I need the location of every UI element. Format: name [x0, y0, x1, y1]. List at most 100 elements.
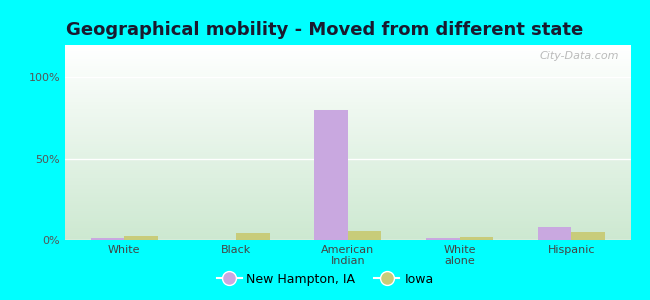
- Bar: [571, 232, 604, 240]
- Bar: [65, 88, 630, 90]
- Bar: [65, 98, 630, 100]
- Bar: [65, 66, 630, 68]
- Bar: [65, 105, 630, 107]
- Bar: [65, 51, 630, 53]
- Bar: [91, 238, 124, 240]
- Bar: [65, 232, 630, 234]
- Bar: [65, 80, 630, 82]
- Bar: [65, 211, 630, 213]
- Bar: [65, 101, 630, 103]
- Bar: [65, 72, 630, 74]
- Bar: [65, 160, 630, 162]
- Bar: [65, 135, 630, 137]
- Bar: [65, 111, 630, 113]
- Bar: [65, 220, 630, 223]
- Bar: [65, 185, 630, 187]
- Text: Geographical mobility - Moved from different state: Geographical mobility - Moved from diffe…: [66, 21, 584, 39]
- Bar: [65, 152, 630, 154]
- Bar: [65, 164, 630, 166]
- Bar: [65, 176, 630, 178]
- Bar: [65, 170, 630, 172]
- Bar: [65, 162, 630, 164]
- Bar: [65, 199, 630, 201]
- Bar: [65, 92, 630, 94]
- Bar: [65, 148, 630, 150]
- Text: City-Data.com: City-Data.com: [540, 51, 619, 61]
- Bar: [65, 103, 630, 105]
- Bar: [65, 215, 630, 217]
- Bar: [65, 57, 630, 59]
- Bar: [65, 191, 630, 193]
- Bar: [65, 113, 630, 115]
- Bar: [65, 213, 630, 215]
- Bar: [65, 117, 630, 119]
- Bar: [65, 234, 630, 236]
- Bar: [65, 49, 630, 51]
- Bar: [65, 58, 630, 61]
- Bar: [65, 115, 630, 117]
- Bar: [65, 70, 630, 72]
- Bar: [65, 84, 630, 86]
- Bar: [65, 47, 630, 49]
- Bar: [65, 230, 630, 232]
- Bar: [65, 64, 630, 66]
- Bar: [65, 203, 630, 205]
- Bar: [65, 238, 630, 240]
- Bar: [65, 217, 630, 218]
- Bar: [65, 146, 630, 148]
- Bar: [65, 140, 630, 142]
- Bar: [65, 133, 630, 135]
- Bar: [65, 168, 630, 170]
- Bar: [65, 68, 630, 70]
- Bar: [65, 197, 630, 199]
- Bar: [65, 226, 630, 228]
- Bar: [124, 236, 158, 240]
- Bar: [65, 150, 630, 152]
- Bar: [65, 142, 630, 144]
- Bar: [65, 209, 630, 211]
- Bar: [65, 100, 630, 101]
- Bar: [65, 136, 630, 139]
- Bar: [65, 131, 630, 133]
- Bar: [65, 189, 630, 191]
- Bar: [65, 94, 630, 96]
- Bar: [65, 129, 630, 131]
- Bar: [65, 172, 630, 174]
- Bar: [65, 123, 630, 125]
- Bar: [65, 61, 630, 62]
- Bar: [65, 74, 630, 76]
- Bar: [65, 158, 630, 160]
- Bar: [65, 55, 630, 57]
- Bar: [65, 187, 630, 189]
- Bar: [65, 182, 630, 183]
- Bar: [65, 53, 630, 55]
- Bar: [65, 76, 630, 78]
- Bar: [65, 179, 630, 182]
- Bar: [65, 62, 630, 64]
- Bar: [65, 183, 630, 185]
- Bar: [65, 156, 630, 158]
- Bar: [65, 195, 630, 197]
- Bar: [65, 228, 630, 230]
- Bar: [65, 224, 630, 226]
- Bar: [65, 174, 630, 176]
- Bar: [538, 227, 571, 240]
- Bar: [65, 166, 630, 168]
- Bar: [65, 78, 630, 80]
- Bar: [460, 237, 493, 240]
- Bar: [65, 193, 630, 195]
- Bar: [65, 125, 630, 127]
- Bar: [348, 231, 382, 240]
- Bar: [65, 218, 630, 220]
- Bar: [236, 233, 270, 240]
- Bar: [65, 45, 630, 47]
- Bar: [314, 110, 348, 240]
- Bar: [65, 90, 630, 92]
- Bar: [65, 144, 630, 146]
- Bar: [65, 107, 630, 109]
- Bar: [65, 207, 630, 209]
- Bar: [65, 119, 630, 121]
- Bar: [65, 109, 630, 111]
- Bar: [65, 154, 630, 156]
- Bar: [65, 205, 630, 207]
